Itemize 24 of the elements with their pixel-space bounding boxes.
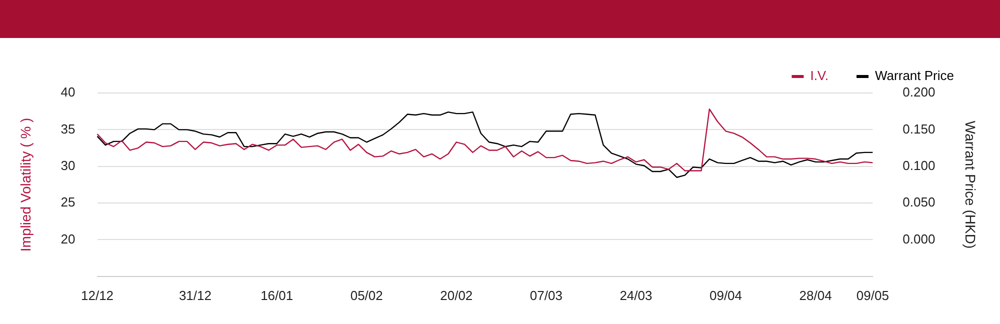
x-tick-label: 28/04 [799, 288, 832, 303]
x-tick-label: 24/03 [620, 288, 652, 303]
legend-label: Warrant Price [875, 68, 954, 84]
x-tick-label: 05/02 [350, 288, 383, 303]
x-tick-label: 16/01 [260, 288, 294, 303]
y-tick-label: 25 [60, 194, 76, 210]
y2-tick-label: 0.200 [902, 84, 936, 100]
y2-tick-label: 0.150 [902, 121, 936, 136]
x-tick-label: 07/03 [530, 288, 562, 303]
x-tick-label: 12/12 [80, 288, 114, 303]
y2-tick-label: 0.050 [902, 194, 936, 210]
y-tick-label: 40 [60, 84, 76, 100]
x-tick-label: 20/02 [440, 288, 473, 303]
y2-tick-label: 0.000 [902, 231, 936, 246]
x-tick-label: 31/12 [178, 288, 212, 303]
y-tick-label: 35 [60, 121, 76, 136]
y-tick-label: 30 [60, 158, 76, 173]
y2-tick-label: 0.100 [902, 158, 936, 173]
y2-axis-title: Warrant Price (HKD) [962, 120, 979, 249]
y-axis-title: Implied Volatility ( % ) [17, 118, 34, 252]
y-tick-label: 20 [60, 231, 76, 246]
x-tick-label: 09/05 [856, 288, 889, 303]
legend-label: I.V. [810, 68, 829, 84]
x-tick-label: 09/04 [709, 288, 742, 303]
